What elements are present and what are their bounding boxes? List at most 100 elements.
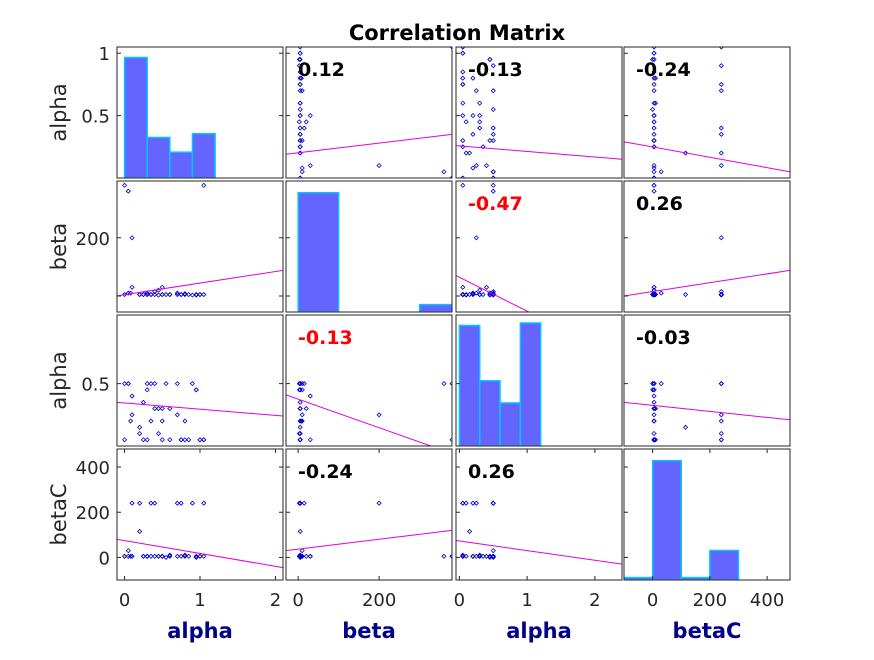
data-point [473,500,479,506]
data-point [307,393,313,399]
histogram-bar [418,303,452,312]
data-point [651,437,657,443]
data-point [167,552,173,558]
panel-content [624,459,740,580]
fit-line [456,275,530,312]
y-tick-label: 1 [99,44,110,65]
data-point [297,75,303,81]
data-point [297,131,303,137]
x-tick-label: 0 [647,590,658,611]
y-tick-label: 200 [76,503,110,524]
data-point [490,63,496,69]
data-point [152,381,158,387]
data-point [449,175,452,178]
histogram-bar [123,56,148,178]
x-tick-label: 0 [292,590,303,611]
panel-background [117,449,283,580]
data-point [167,406,173,412]
histogram-bar [169,151,194,178]
panel-0-1: 0.12 [285,46,453,179]
data-point [651,169,657,175]
data-point [718,235,724,241]
fit-line [456,539,622,565]
data-point [480,553,486,559]
data-point [473,162,479,169]
data-point [490,188,496,194]
data-point [650,381,656,387]
data-point [490,553,496,559]
data-point [296,553,302,559]
row-label: alpha [47,351,71,409]
data-point [144,381,150,387]
data-point [651,165,657,171]
data-point [159,291,165,298]
y-tick-label: 0.5 [81,375,110,396]
panel-frame [116,180,284,313]
fit-line [624,141,790,173]
data-point [477,287,483,293]
data-point [296,387,302,393]
data-point [470,131,476,137]
data-point [651,56,657,63]
data-point [144,387,150,393]
panel-background [624,315,790,446]
data-point [460,291,466,298]
data-point [129,284,135,290]
data-point [299,553,305,559]
data-point [297,88,303,94]
fit-line [117,401,283,417]
data-point [376,162,382,169]
panel-1-1 [285,180,453,313]
data-point [297,150,303,156]
data-point [651,188,657,194]
data-point [189,381,196,387]
panel-frame [116,46,284,179]
panel-background [624,47,790,178]
data-point [477,553,483,559]
data-point [477,100,483,106]
correlation-label: -0.13 [298,327,353,349]
data-point [299,381,305,387]
data-point [490,138,496,144]
panel-frame [623,314,791,447]
data-point [463,119,469,125]
panel-0-2: -0.13 [455,46,623,179]
data-point [490,106,496,112]
data-point [167,437,173,443]
data-point [137,500,143,506]
data-point [297,125,303,131]
data-point [182,437,188,443]
panel-2-2 [455,314,623,447]
data-point [466,528,473,535]
data-point [148,418,154,424]
data-point [299,138,305,144]
panel-1-2: -0.47 [455,180,623,313]
data-point [651,399,657,405]
data-point [718,430,724,437]
panel-content [117,500,283,569]
data-point [463,292,469,298]
data-point [297,437,303,443]
correlation-label: -0.03 [636,327,691,349]
data-point [470,290,476,296]
data-point [297,81,303,87]
data-point [296,430,302,437]
data-point [652,75,659,81]
data-point [159,406,165,412]
panel-background [456,181,622,312]
panel-content [286,500,452,560]
panel-1-3: 0.26 [623,180,791,313]
panel-frame [623,180,791,313]
data-point [658,169,664,175]
data-point [658,290,664,296]
data-point [651,381,657,387]
data-point [651,292,657,298]
data-point [163,554,169,560]
panel-frame [116,314,284,447]
data-point [470,75,476,81]
panel-background [456,47,622,178]
data-point [301,125,307,131]
histogram-bar [519,322,542,446]
panel-frame [285,46,453,179]
